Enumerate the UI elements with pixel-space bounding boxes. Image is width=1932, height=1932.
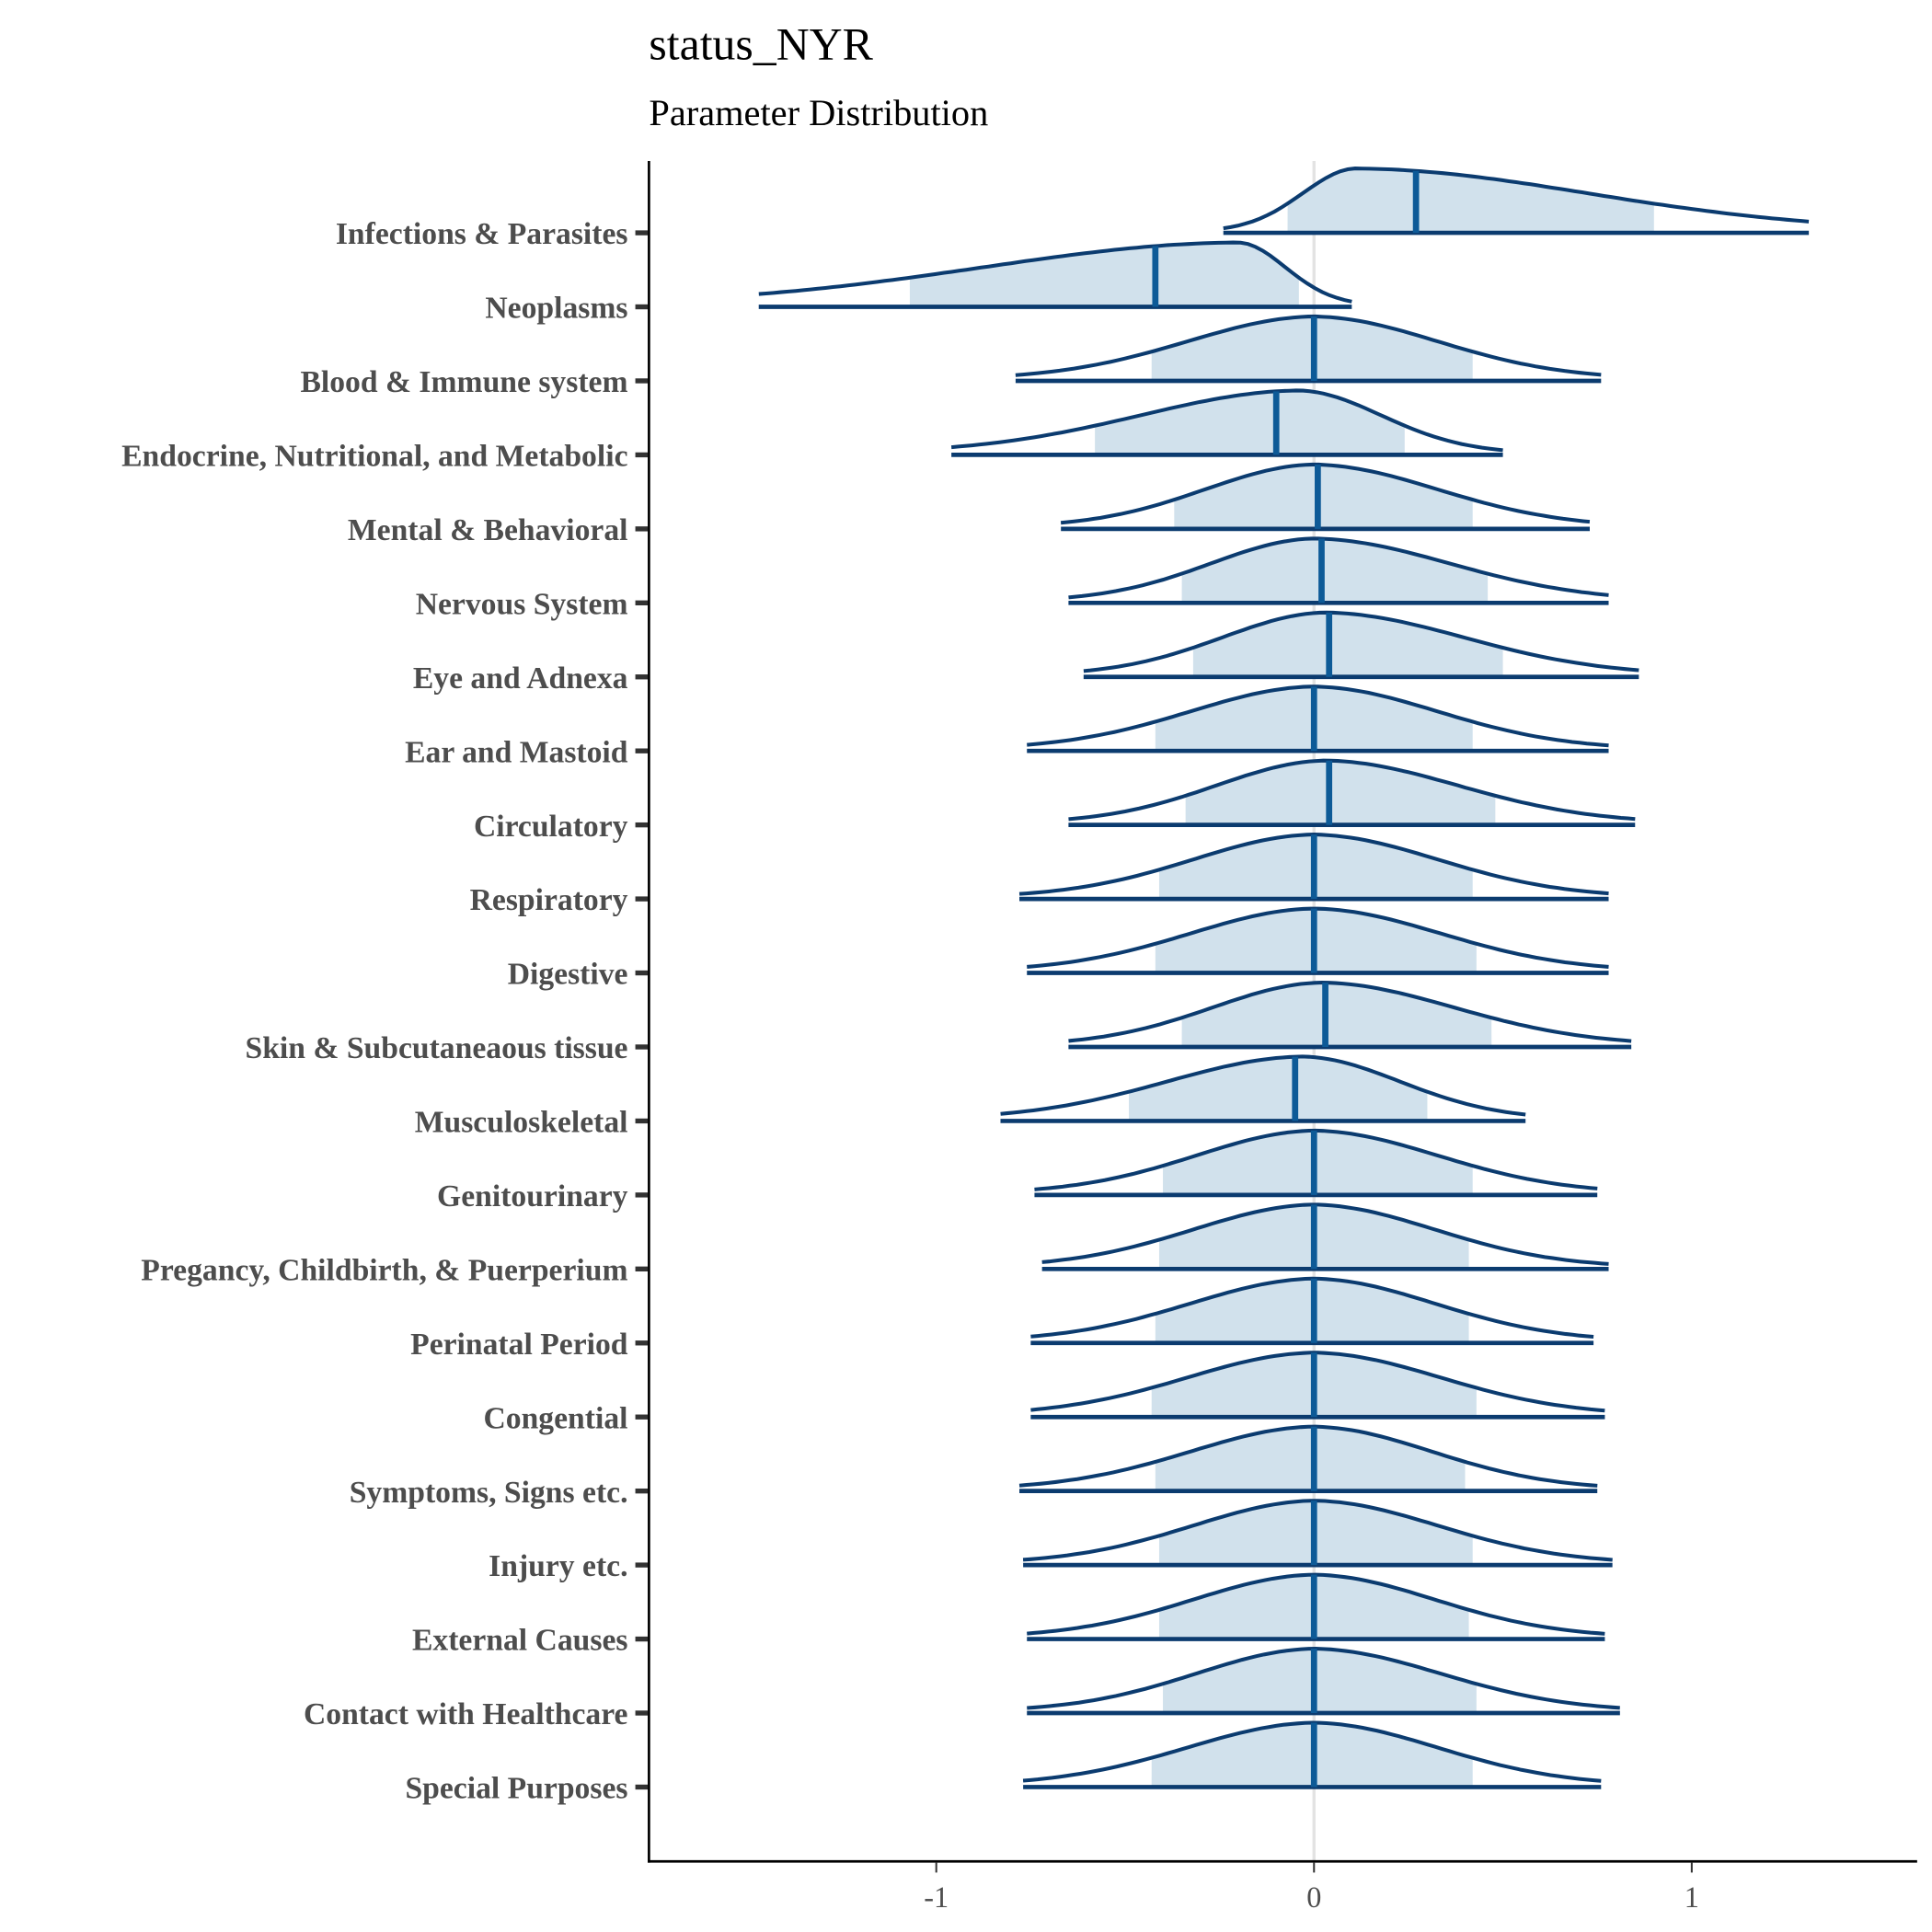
y-tick-label: Symptoms, Signs etc. bbox=[350, 1476, 628, 1510]
interval-fill bbox=[1181, 538, 1489, 604]
y-tick-label: Genitourinary bbox=[437, 1179, 628, 1213]
interval-fill bbox=[1174, 464, 1473, 529]
y-tick-label: External Causes bbox=[412, 1624, 628, 1658]
interval-fill bbox=[909, 242, 1299, 307]
y-tick-label: Neoplasms bbox=[485, 292, 627, 326]
density-curve bbox=[1083, 610, 1639, 673]
y-tick-label: Special Purposes bbox=[405, 1772, 627, 1806]
density-curve bbox=[1022, 1499, 1613, 1562]
y-tick-label: Contact with Healthcare bbox=[304, 1697, 628, 1731]
y-tick-label: Endocrine, Nutritional, and Metabolic bbox=[121, 440, 627, 474]
density-curve bbox=[1027, 1646, 1620, 1710]
ridge-19 bbox=[1027, 1572, 1605, 1641]
interval-fill bbox=[1185, 760, 1496, 825]
density-curve bbox=[1027, 906, 1609, 969]
y-tick-label: Infections & Parasites bbox=[336, 217, 628, 251]
interval-fill bbox=[1287, 168, 1654, 234]
y-tick-label: Pregancy, Childbirth, & Puerperium bbox=[141, 1253, 627, 1287]
y-tick-label: Ear and Mastoid bbox=[405, 735, 628, 769]
density-curve bbox=[1018, 1424, 1598, 1488]
y-tick-label: Nervous System bbox=[416, 587, 628, 621]
density-curve bbox=[1000, 1054, 1526, 1117]
density-curve bbox=[1223, 167, 1810, 231]
interval-fill bbox=[1181, 983, 1492, 1047]
ridge-10 bbox=[1027, 906, 1609, 975]
ridge-9 bbox=[1018, 833, 1609, 902]
interval-fill bbox=[1155, 1426, 1466, 1491]
ridge-2 bbox=[1015, 314, 1602, 384]
y-tick-label: Mental & Behavioral bbox=[348, 513, 628, 547]
ridge-14 bbox=[1041, 1202, 1609, 1271]
y-tick-label: Injury etc. bbox=[489, 1549, 627, 1583]
x-axis-ticks: -1 0 1 bbox=[924, 1862, 1699, 1914]
chart-title: status_NYR bbox=[649, 19, 873, 70]
ridge-0 bbox=[1223, 167, 1810, 236]
density-curve bbox=[1068, 536, 1609, 600]
y-tick-label: Musculoskeletal bbox=[415, 1106, 628, 1140]
y-tick-label: Blood & Immune system bbox=[300, 365, 627, 399]
density-curve bbox=[1030, 1351, 1605, 1413]
ridge-5 bbox=[1068, 536, 1609, 605]
ridge-3 bbox=[950, 388, 1503, 457]
interval-fill bbox=[1163, 1131, 1473, 1195]
density-curve bbox=[1027, 684, 1609, 748]
y-tick-label: Circulatory bbox=[474, 810, 628, 844]
ridge-13 bbox=[1034, 1128, 1598, 1198]
ridges bbox=[758, 167, 1810, 1789]
y-tick-label: Skin & Subcutaneaous tissue bbox=[246, 1031, 628, 1065]
density-curve bbox=[950, 388, 1503, 453]
y-tick-label: Respiratory bbox=[470, 883, 628, 917]
x-tick-label: -1 bbox=[924, 1880, 949, 1914]
ridge-7 bbox=[1027, 684, 1609, 753]
density-curve bbox=[1060, 462, 1591, 525]
ridge-6 bbox=[1083, 610, 1639, 680]
y-axis-labels: Infections & Parasites Neoplasms Blood & I… bbox=[121, 217, 649, 1806]
interval-fill bbox=[1095, 390, 1405, 455]
density-curve bbox=[758, 240, 1352, 304]
ridge-11 bbox=[1068, 981, 1632, 1050]
y-tick-label: Perinatal Period bbox=[410, 1328, 628, 1362]
interval-fill bbox=[1129, 1056, 1428, 1121]
y-tick-label: Congential bbox=[483, 1401, 627, 1435]
ridge-15 bbox=[1030, 1276, 1594, 1346]
interval-fill bbox=[1192, 612, 1503, 677]
y-tick-label: Digestive bbox=[508, 958, 628, 992]
density-curve bbox=[1018, 833, 1609, 896]
density-curve bbox=[1068, 758, 1636, 822]
density-curve bbox=[1015, 314, 1602, 377]
ridge-1 bbox=[758, 240, 1352, 309]
ridge-17 bbox=[1018, 1424, 1598, 1494]
interval-fill bbox=[1163, 1648, 1477, 1713]
ridge-4 bbox=[1060, 462, 1591, 532]
x-tick-label: 1 bbox=[1685, 1880, 1699, 1914]
ridge-8 bbox=[1068, 758, 1636, 828]
ridge-20 bbox=[1027, 1646, 1620, 1716]
ridge-16 bbox=[1030, 1351, 1605, 1420]
ridge-12 bbox=[1000, 1054, 1526, 1123]
x-tick-label: 0 bbox=[1306, 1880, 1321, 1914]
ridge-21 bbox=[1022, 1720, 1602, 1789]
y-tick-label: Eye and Adnexa bbox=[413, 661, 628, 696]
ridge-18 bbox=[1022, 1499, 1613, 1568]
density-curve bbox=[1068, 981, 1632, 1043]
density-curve bbox=[1041, 1202, 1609, 1266]
chart-subtitle: Parameter Distribution bbox=[649, 92, 988, 133]
